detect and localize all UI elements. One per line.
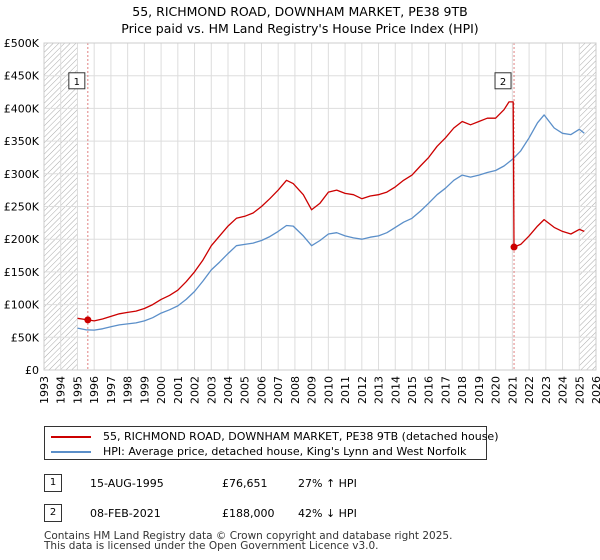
x-tick-label: 2012	[356, 376, 369, 404]
x-tick-label: 2003	[205, 376, 218, 404]
legend-label-property: 55, RICHMOND ROAD, DOWNHAM MARKET, PE38 …	[103, 430, 499, 443]
legend: 55, RICHMOND ROAD, DOWNHAM MARKET, PE38 …	[44, 426, 498, 460]
x-tick-label: 2013	[373, 376, 386, 404]
x-tick-label: 2006	[255, 376, 268, 404]
x-tick-label: 1998	[122, 376, 135, 404]
y-tick-label: £300K	[4, 168, 40, 181]
x-tick-label: 2001	[172, 376, 185, 404]
x-tick-label: 2010	[322, 376, 335, 404]
x-tick-label: 2020	[490, 376, 503, 404]
x-tick-label: 2026	[590, 376, 600, 404]
x-tick-label: 2017	[439, 376, 452, 404]
sale-hpi-change: 27% ↑ HPI	[298, 477, 357, 490]
plot-area	[43, 42, 597, 371]
x-tick-label: 2022	[523, 376, 536, 404]
sale-price: £188,000	[222, 507, 275, 520]
property-price-line	[77, 101, 585, 322]
footer: Contains HM Land Registry data © Crown c…	[44, 530, 453, 552]
chart-title-line1: 55, RICHMOND ROAD, DOWNHAM MARKET, PE38 …	[132, 4, 468, 19]
x-tick-label: 2000	[155, 376, 168, 404]
y-tick-label: £250K	[4, 201, 40, 214]
x-tick-label: 2025	[573, 376, 586, 404]
legend-swatch-property	[51, 436, 91, 438]
sale-date: 15-AUG-1995	[90, 477, 164, 490]
x-tick-label: 1996	[88, 376, 101, 404]
sale-badge-label: 2	[500, 77, 506, 88]
sale-badge-label: 1	[74, 77, 80, 88]
sale-price: £76,651	[222, 477, 268, 490]
x-tick-label: 1995	[71, 376, 84, 404]
y-tick-label: £100K	[4, 299, 40, 312]
x-tick-label: 1997	[105, 376, 118, 404]
x-tick-label: 2019	[473, 376, 486, 404]
x-tick-label: 2023	[540, 376, 553, 404]
price-chart: 1993 1994 1995 1996 1997 1998 1999 2000 2001 2002…	[4, 37, 600, 404]
sale-badge: 2	[44, 504, 62, 522]
x-tick-label: 2004	[222, 376, 235, 404]
x-tick-label: 2007	[272, 376, 285, 404]
y-tick-label: £50K	[11, 331, 40, 344]
y-tick-label: £400K	[4, 102, 40, 115]
footer-line1: Contains HM Land Registry data © Crown c…	[44, 530, 453, 542]
x-tick-label: 2009	[306, 376, 319, 404]
sale-badge-box	[494, 72, 512, 90]
footer-line2: This data is licensed under the Open Gov…	[44, 540, 379, 552]
x-tick-label: 2016	[423, 376, 436, 404]
y-tick-label: £150K	[4, 266, 40, 279]
hpi-line	[77, 114, 585, 331]
y-tick-label: £0	[25, 364, 39, 377]
sale-point	[84, 316, 92, 324]
x-tick-label: 1999	[138, 376, 151, 404]
sale-badge: 1	[44, 474, 62, 492]
chart-subtitle: Price paid vs. HM Land Registry's House …	[121, 21, 479, 36]
x-tick-label: 1993	[38, 376, 51, 404]
x-tick-label: 2018	[456, 376, 469, 404]
chart-title: 55, RICHMOND ROAD, DOWNHAM MARKET, PE38 …	[0, 3, 600, 37]
x-tick-label: 1994	[55, 376, 68, 404]
y-tick-label: £500K	[4, 37, 40, 50]
x-tick-label: 2005	[239, 376, 252, 404]
x-tick-label: 2011	[339, 376, 352, 404]
sale-date: 08-FEB-2021	[90, 507, 161, 520]
x-tick-label: 2002	[189, 376, 202, 404]
y-tick-label: £450K	[4, 70, 40, 83]
legend-swatch-hpi	[51, 451, 91, 453]
legend-label-hpi: HPI: Average price, detached house, King…	[103, 445, 467, 458]
sale-hpi-change: 42% ↓ HPI	[298, 507, 357, 520]
x-tick-label: 2014	[389, 376, 402, 404]
x-tick-label: 2021	[506, 376, 519, 404]
y-tick-label: £200K	[4, 233, 40, 246]
x-tick-label: 2024	[557, 376, 570, 404]
sale-point	[510, 243, 518, 251]
sale-badge-box	[68, 72, 86, 90]
x-tick-label: 2015	[406, 376, 419, 404]
y-tick-label: £350K	[4, 135, 40, 148]
x-tick-label: 2008	[289, 376, 302, 404]
